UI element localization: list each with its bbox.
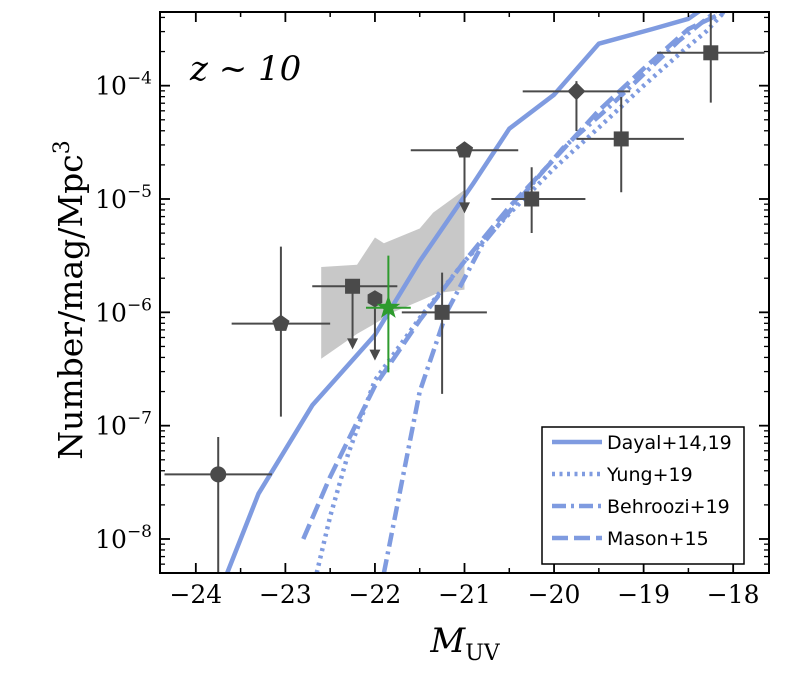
pentagon-marker bbox=[455, 141, 474, 158]
star-marker bbox=[376, 295, 401, 318]
legend-label-dayal: Dayal+14,19 bbox=[607, 432, 732, 454]
gray-constraint-band bbox=[321, 189, 465, 359]
data-point-3 bbox=[312, 278, 398, 350]
this-work-point bbox=[365, 255, 411, 373]
y-tick-label-exponent: −6 bbox=[127, 295, 152, 315]
legend-label-mason: Mason+15 bbox=[607, 528, 709, 550]
x-tick-label: −23 bbox=[259, 580, 312, 609]
y-tick-label: 10−7 bbox=[95, 409, 152, 441]
x-tick-label: −18 bbox=[707, 580, 760, 609]
y-tick-label-exponent: −8 bbox=[127, 522, 152, 542]
square-marker bbox=[613, 131, 629, 147]
legend-label-yung: Yung+19 bbox=[606, 464, 693, 486]
hexagon-marker bbox=[367, 290, 383, 308]
model-curve-dayal-14-19 bbox=[225, 12, 703, 573]
data-point-9 bbox=[576, 97, 684, 193]
y-tick-label-base: 10 bbox=[95, 412, 127, 441]
y-tick-label: 10−5 bbox=[95, 182, 152, 214]
square-marker bbox=[345, 278, 361, 294]
y-tick-label-base: 10 bbox=[95, 298, 127, 327]
redshift-annotation: z ~ 10 bbox=[189, 49, 301, 89]
x-tick-label: −21 bbox=[438, 580, 491, 609]
circle-marker bbox=[210, 466, 227, 483]
upper-limit-arrow bbox=[459, 202, 470, 214]
upper-limit-arrow bbox=[369, 349, 381, 361]
this-work-layer bbox=[365, 255, 411, 373]
data-point-2 bbox=[231, 246, 331, 417]
model-curve-behroozi-19 bbox=[381, 12, 717, 573]
legend-label-behroozi: Behroozi+19 bbox=[607, 496, 730, 518]
x-tick-label: −22 bbox=[349, 580, 402, 609]
y-tick-label-base: 10 bbox=[95, 72, 127, 101]
axis-ticks-layer: −24 −23 −22 −21 −20 −19 −1810−810−710−610−510−… bbox=[95, 12, 769, 609]
diamond-marker bbox=[567, 82, 586, 101]
legend: Dayal+14,19 Yung+19 Behroozi+19 Mason+15 bbox=[541, 426, 745, 565]
square-marker bbox=[703, 45, 719, 61]
data-point-6 bbox=[410, 141, 519, 214]
x-axis-title: MUV bbox=[429, 621, 500, 666]
model-curves-layer bbox=[225, 12, 726, 573]
data-point-5 bbox=[401, 272, 487, 394]
square-marker bbox=[524, 191, 540, 207]
pentagon-marker bbox=[272, 314, 290, 331]
gray-band-layer bbox=[321, 189, 465, 359]
y-tick-label-exponent: −5 bbox=[127, 182, 152, 202]
data-point-10 bbox=[657, 12, 765, 103]
y-axis-title: Number/mag/Mpc3 bbox=[50, 140, 90, 460]
y-tick-label-base: 10 bbox=[95, 525, 127, 554]
y-tick-label-exponent: −4 bbox=[127, 69, 152, 89]
y-tick-label: 10−8 bbox=[95, 522, 152, 554]
x-tick-label: −19 bbox=[617, 580, 670, 609]
model-curve-mason-15 bbox=[301, 12, 726, 540]
y-tick-label-exponent: −7 bbox=[127, 409, 152, 429]
x-tick-label: −20 bbox=[528, 580, 581, 609]
data-point-8 bbox=[522, 81, 631, 131]
legend-box bbox=[541, 426, 745, 565]
data-point-1 bbox=[164, 437, 272, 573]
data-points-layer bbox=[164, 12, 765, 573]
x-tick-label: −24 bbox=[169, 580, 222, 609]
square-marker bbox=[434, 304, 450, 320]
y-tick-label-base: 10 bbox=[95, 185, 127, 214]
data-point-7 bbox=[491, 167, 586, 233]
upper-limit-arrow bbox=[347, 338, 359, 350]
y-tick-label: 10−6 bbox=[95, 295, 152, 327]
y-tick-label: 10−4 bbox=[95, 69, 152, 101]
